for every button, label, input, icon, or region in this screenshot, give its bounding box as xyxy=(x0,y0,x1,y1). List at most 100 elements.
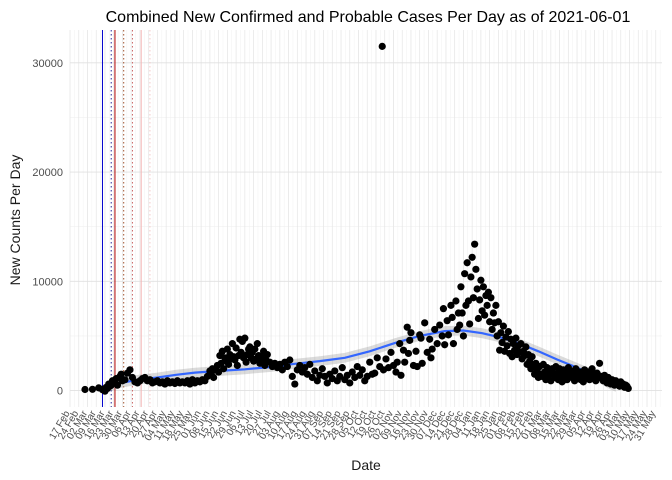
data-point xyxy=(291,380,299,388)
data-point xyxy=(492,301,500,309)
data-point xyxy=(528,353,536,361)
data-point xyxy=(232,344,240,352)
chart-title: Combined New Confirmed and Probable Case… xyxy=(106,9,631,26)
data-point xyxy=(241,334,249,342)
data-point xyxy=(457,283,465,291)
data-point xyxy=(331,367,339,375)
data-points xyxy=(81,42,632,395)
data-point xyxy=(348,368,356,376)
data-point xyxy=(306,360,314,368)
data-point xyxy=(479,283,488,291)
data-point xyxy=(503,342,511,350)
y-axis-ticks: 0 10000 20000 30000 xyxy=(32,58,63,398)
data-point xyxy=(488,325,496,334)
data-point xyxy=(418,359,426,367)
data-point xyxy=(461,270,469,278)
data-point xyxy=(471,240,479,248)
data-point xyxy=(338,364,346,372)
data-point xyxy=(397,371,405,379)
y-tick-label: 10000 xyxy=(32,276,63,288)
data-point xyxy=(126,366,134,374)
trend-line xyxy=(104,325,617,394)
data-point xyxy=(318,365,326,373)
y-tick-label: 0 xyxy=(57,386,63,398)
y-axis-label: New Counts Per Day xyxy=(7,155,23,286)
data-point xyxy=(421,319,429,327)
data-point xyxy=(522,343,530,351)
data-point xyxy=(468,253,476,261)
data-point xyxy=(237,348,245,356)
data-point xyxy=(404,349,413,358)
reference-lines xyxy=(101,30,151,407)
data-point xyxy=(624,384,632,393)
y-tick-label: 30000 xyxy=(32,58,63,70)
data-point xyxy=(469,294,478,302)
data-point xyxy=(387,348,395,356)
data-point xyxy=(401,358,409,366)
data-point xyxy=(223,345,231,353)
x-axis-label: Date xyxy=(351,457,381,473)
data-point xyxy=(323,379,331,387)
data-point xyxy=(447,301,455,309)
y-tick-label: 20000 xyxy=(32,167,63,179)
data-point xyxy=(263,350,271,359)
data-point xyxy=(253,340,261,348)
data-point xyxy=(448,313,456,321)
data-point xyxy=(467,273,475,281)
data-point xyxy=(483,301,491,309)
data-point xyxy=(242,358,250,366)
data-point xyxy=(373,354,381,362)
data-point xyxy=(595,359,604,367)
data-point xyxy=(371,369,379,377)
data-point xyxy=(121,376,129,384)
data-point xyxy=(481,311,489,319)
trend-line-path xyxy=(104,329,617,390)
data-point xyxy=(444,331,453,339)
data-point xyxy=(225,360,233,368)
data-point xyxy=(474,314,483,323)
data-point xyxy=(512,334,520,342)
data-point xyxy=(463,259,471,267)
data-point xyxy=(113,381,122,389)
data-point xyxy=(436,321,444,329)
data-point xyxy=(366,358,374,366)
data-point xyxy=(466,320,474,328)
data-point xyxy=(459,332,468,340)
data-point xyxy=(452,297,460,305)
data-point xyxy=(382,355,390,363)
data-point xyxy=(412,347,420,355)
data-point xyxy=(449,340,458,348)
data-point xyxy=(396,340,404,348)
data-point xyxy=(504,328,512,336)
data-point xyxy=(489,309,497,317)
data-point xyxy=(431,325,439,334)
data-point xyxy=(346,379,354,387)
data-point xyxy=(428,345,436,353)
data-point xyxy=(456,321,464,329)
data-point xyxy=(499,322,507,330)
data-point xyxy=(356,371,364,379)
data-point xyxy=(313,377,321,385)
data-point xyxy=(210,373,218,382)
data-point xyxy=(487,294,495,302)
data-point xyxy=(497,329,505,337)
data-point xyxy=(286,356,294,364)
data-point xyxy=(283,362,291,371)
data-point xyxy=(288,372,296,381)
data-point xyxy=(403,323,411,331)
data-point xyxy=(476,296,484,304)
data-point xyxy=(433,340,441,348)
data-point xyxy=(117,370,125,378)
data-point xyxy=(220,365,228,373)
data-point xyxy=(426,335,434,343)
data-point xyxy=(441,341,449,349)
data-point xyxy=(233,361,241,370)
data-point xyxy=(477,276,485,284)
data-point xyxy=(311,367,319,375)
data-point xyxy=(484,288,492,296)
data-point xyxy=(472,265,480,273)
data-point xyxy=(393,358,401,366)
data-point xyxy=(251,345,259,353)
data-point xyxy=(473,285,481,293)
